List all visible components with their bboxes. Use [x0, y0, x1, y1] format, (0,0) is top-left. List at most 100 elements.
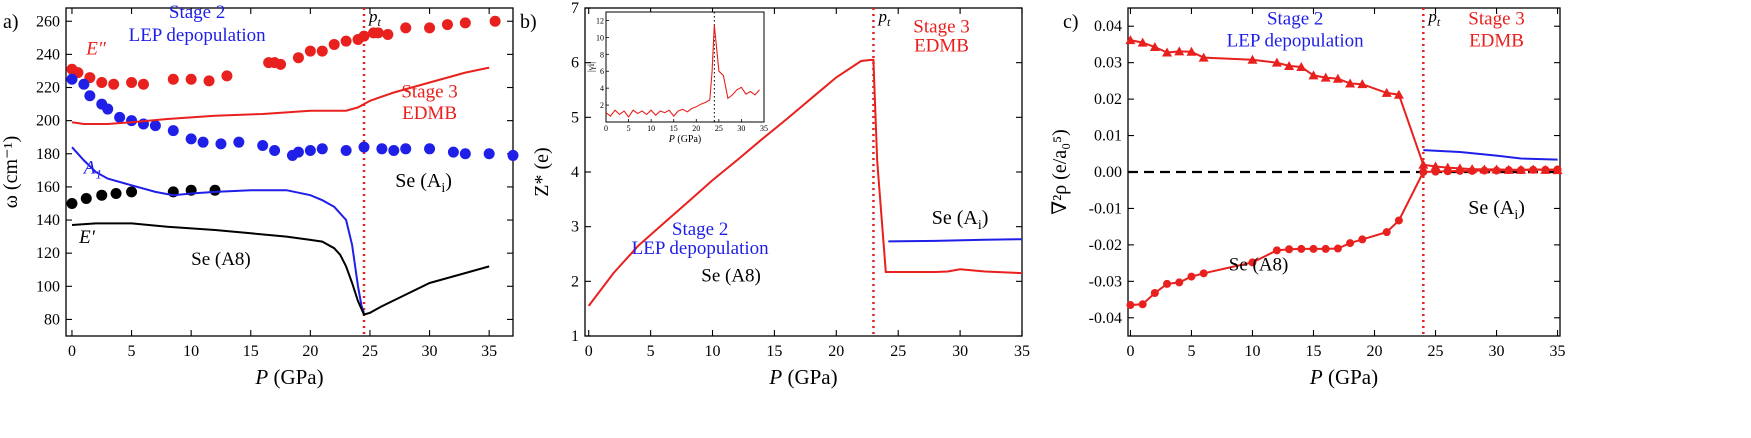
panel-c-data-point [1430, 161, 1441, 171]
panel-c-annotation: LEP depopulation [1227, 30, 1365, 51]
panel-c-data-point [1345, 78, 1356, 88]
panel-c-data-point [1163, 279, 1172, 288]
inset-ytick-label: 8 [600, 50, 604, 59]
panel-b-annotation: EDMB [914, 36, 969, 57]
panel-c-data-point [1126, 301, 1135, 310]
panel-a-data-point [102, 103, 114, 115]
panel-c-data-point [1271, 57, 1282, 67]
panel-a-data-point [149, 120, 161, 132]
panel-a-data-point [447, 146, 459, 158]
panel-a-ytick-label: 140 [36, 212, 60, 229]
panel-c-xtick-label: 0 [1126, 343, 1134, 360]
panel-c-data-point [1284, 60, 1295, 70]
panel-a-annotation: Se (A8) [191, 249, 251, 270]
panel-a-annotation: Se (Ai) [395, 170, 452, 196]
panel-c-ytick-label: 0.03 [1094, 55, 1122, 72]
panel-a-ytick-label: 180 [36, 146, 60, 163]
panel-b-ytick-label: 7 [571, 0, 579, 17]
panel-a-data-point [167, 125, 179, 137]
panel-a-data-point [340, 35, 352, 47]
panel-c-data-point [1308, 70, 1319, 80]
panel-c-data-point [1297, 244, 1306, 253]
panel-c-xtick-label: 25 [1428, 343, 1444, 360]
panel-a-data-point [489, 15, 501, 27]
panel-b-transition-label: pt [877, 7, 891, 29]
inset-ytick-label: 2 [600, 101, 604, 110]
panel-a-xtick-label: 0 [68, 343, 76, 360]
panel-a-transition-label: pt [368, 7, 382, 29]
panel-c-xtick-label: 35 [1550, 343, 1566, 360]
panel-a-data-point [328, 38, 340, 50]
panel-a-annotation: E′ [78, 227, 96, 248]
panel-c-data-point [1162, 47, 1173, 57]
panel-c: 0 5 10 15 20 25 30 35 -0.04 -0.03 -0.02 -0.01 0.00 0.… [1049, 7, 1566, 389]
panel-a-ytick-label: 260 [36, 13, 60, 30]
panel-c-data-point [1455, 166, 1464, 175]
panel-a-ytick-label: 100 [36, 278, 60, 295]
inset-xtick-label: 5 [627, 124, 631, 133]
panel-c-data-point [1150, 288, 1159, 297]
panel-a-data-point [215, 138, 227, 150]
panel-a-data-point [221, 70, 233, 82]
panel-c-letter: c) [1063, 11, 1079, 33]
panel-c-ytick-label: 0.01 [1094, 128, 1122, 145]
panel-c-xtick-label: 20 [1367, 343, 1383, 360]
panel-b-xtick-label: 20 [828, 343, 844, 360]
panel-a-data-point [66, 73, 78, 85]
panel-c-annotation: Se (Ai) [1468, 197, 1525, 223]
panel-a-data-point [126, 186, 138, 198]
panel-b-ytick-label: 3 [571, 219, 579, 236]
panel-b-annotation: Stage 2 [672, 219, 728, 240]
panel-c-data-point [1381, 87, 1392, 97]
panel-c-data-point [1393, 89, 1404, 99]
inset-xtick-label: 35 [760, 124, 768, 133]
panel-a-data-point [459, 148, 471, 160]
panel-c-data-point [1138, 300, 1147, 309]
panel-a-data-point [96, 189, 108, 201]
panel-a-data-point [197, 136, 209, 148]
panel-a-data-point [185, 133, 197, 145]
panel-a-data-point [388, 144, 400, 156]
panel-a-data-point [84, 90, 96, 102]
panel-a-data-point [292, 52, 304, 64]
panel-b-ytick-label: 6 [571, 55, 579, 72]
panel-a-data-point [167, 73, 179, 85]
inset-xlabel: P (GPa) [668, 134, 702, 145]
panel-b-xtick-label: 5 [647, 343, 655, 360]
panel-a-annotation: E″ [85, 38, 107, 59]
panel-a-ytick-label: 200 [36, 113, 60, 130]
panel-c-data-point [1431, 167, 1440, 176]
panel-b-series-line [587, 58, 1023, 307]
panel-c-data-point [1358, 235, 1367, 244]
panel-b-ytick-label: 4 [571, 164, 579, 181]
panel-a-data-point [209, 184, 221, 196]
panel-c-data-point [1394, 216, 1403, 225]
inset-xtick-label: 25 [715, 124, 723, 133]
panel-a-xtick-label: 35 [481, 343, 497, 360]
panel-c-data-point [1382, 228, 1391, 237]
panel-c-data-point [1248, 258, 1257, 267]
panel-a-data-point [257, 139, 269, 151]
panel-c-xtick-label: 5 [1187, 343, 1195, 360]
panel-c-data-point [1309, 244, 1318, 253]
panel-c-series-line [1130, 168, 1558, 306]
panel-a-data-point [424, 143, 436, 155]
panel-b-xtick-label: 35 [1014, 343, 1030, 360]
panel-b-xtick-label: 0 [585, 343, 593, 360]
panel-a-annotation: LEP depopulation [129, 25, 267, 46]
panel-a-annotation: A1 [82, 158, 102, 182]
panel-a-data-point [316, 143, 328, 155]
panel-a-xlabel: P (GPa) [254, 365, 323, 389]
panel-a-letter: a) [3, 11, 19, 33]
panel-a-annotation: EDMB [402, 103, 457, 124]
panel-a-data-point [292, 146, 304, 158]
panel-c-ytick-label: -0.01 [1089, 200, 1122, 217]
panel-a-xtick-label: 10 [183, 343, 199, 360]
panel-c-ytick-label: -0.02 [1089, 237, 1122, 254]
inset-series-line [605, 24, 760, 118]
panel-c-data-point [1149, 41, 1160, 51]
panel-a-data-point [400, 143, 412, 155]
panel-c-data-point [1443, 167, 1452, 176]
panel-c-data-point [1320, 72, 1331, 82]
